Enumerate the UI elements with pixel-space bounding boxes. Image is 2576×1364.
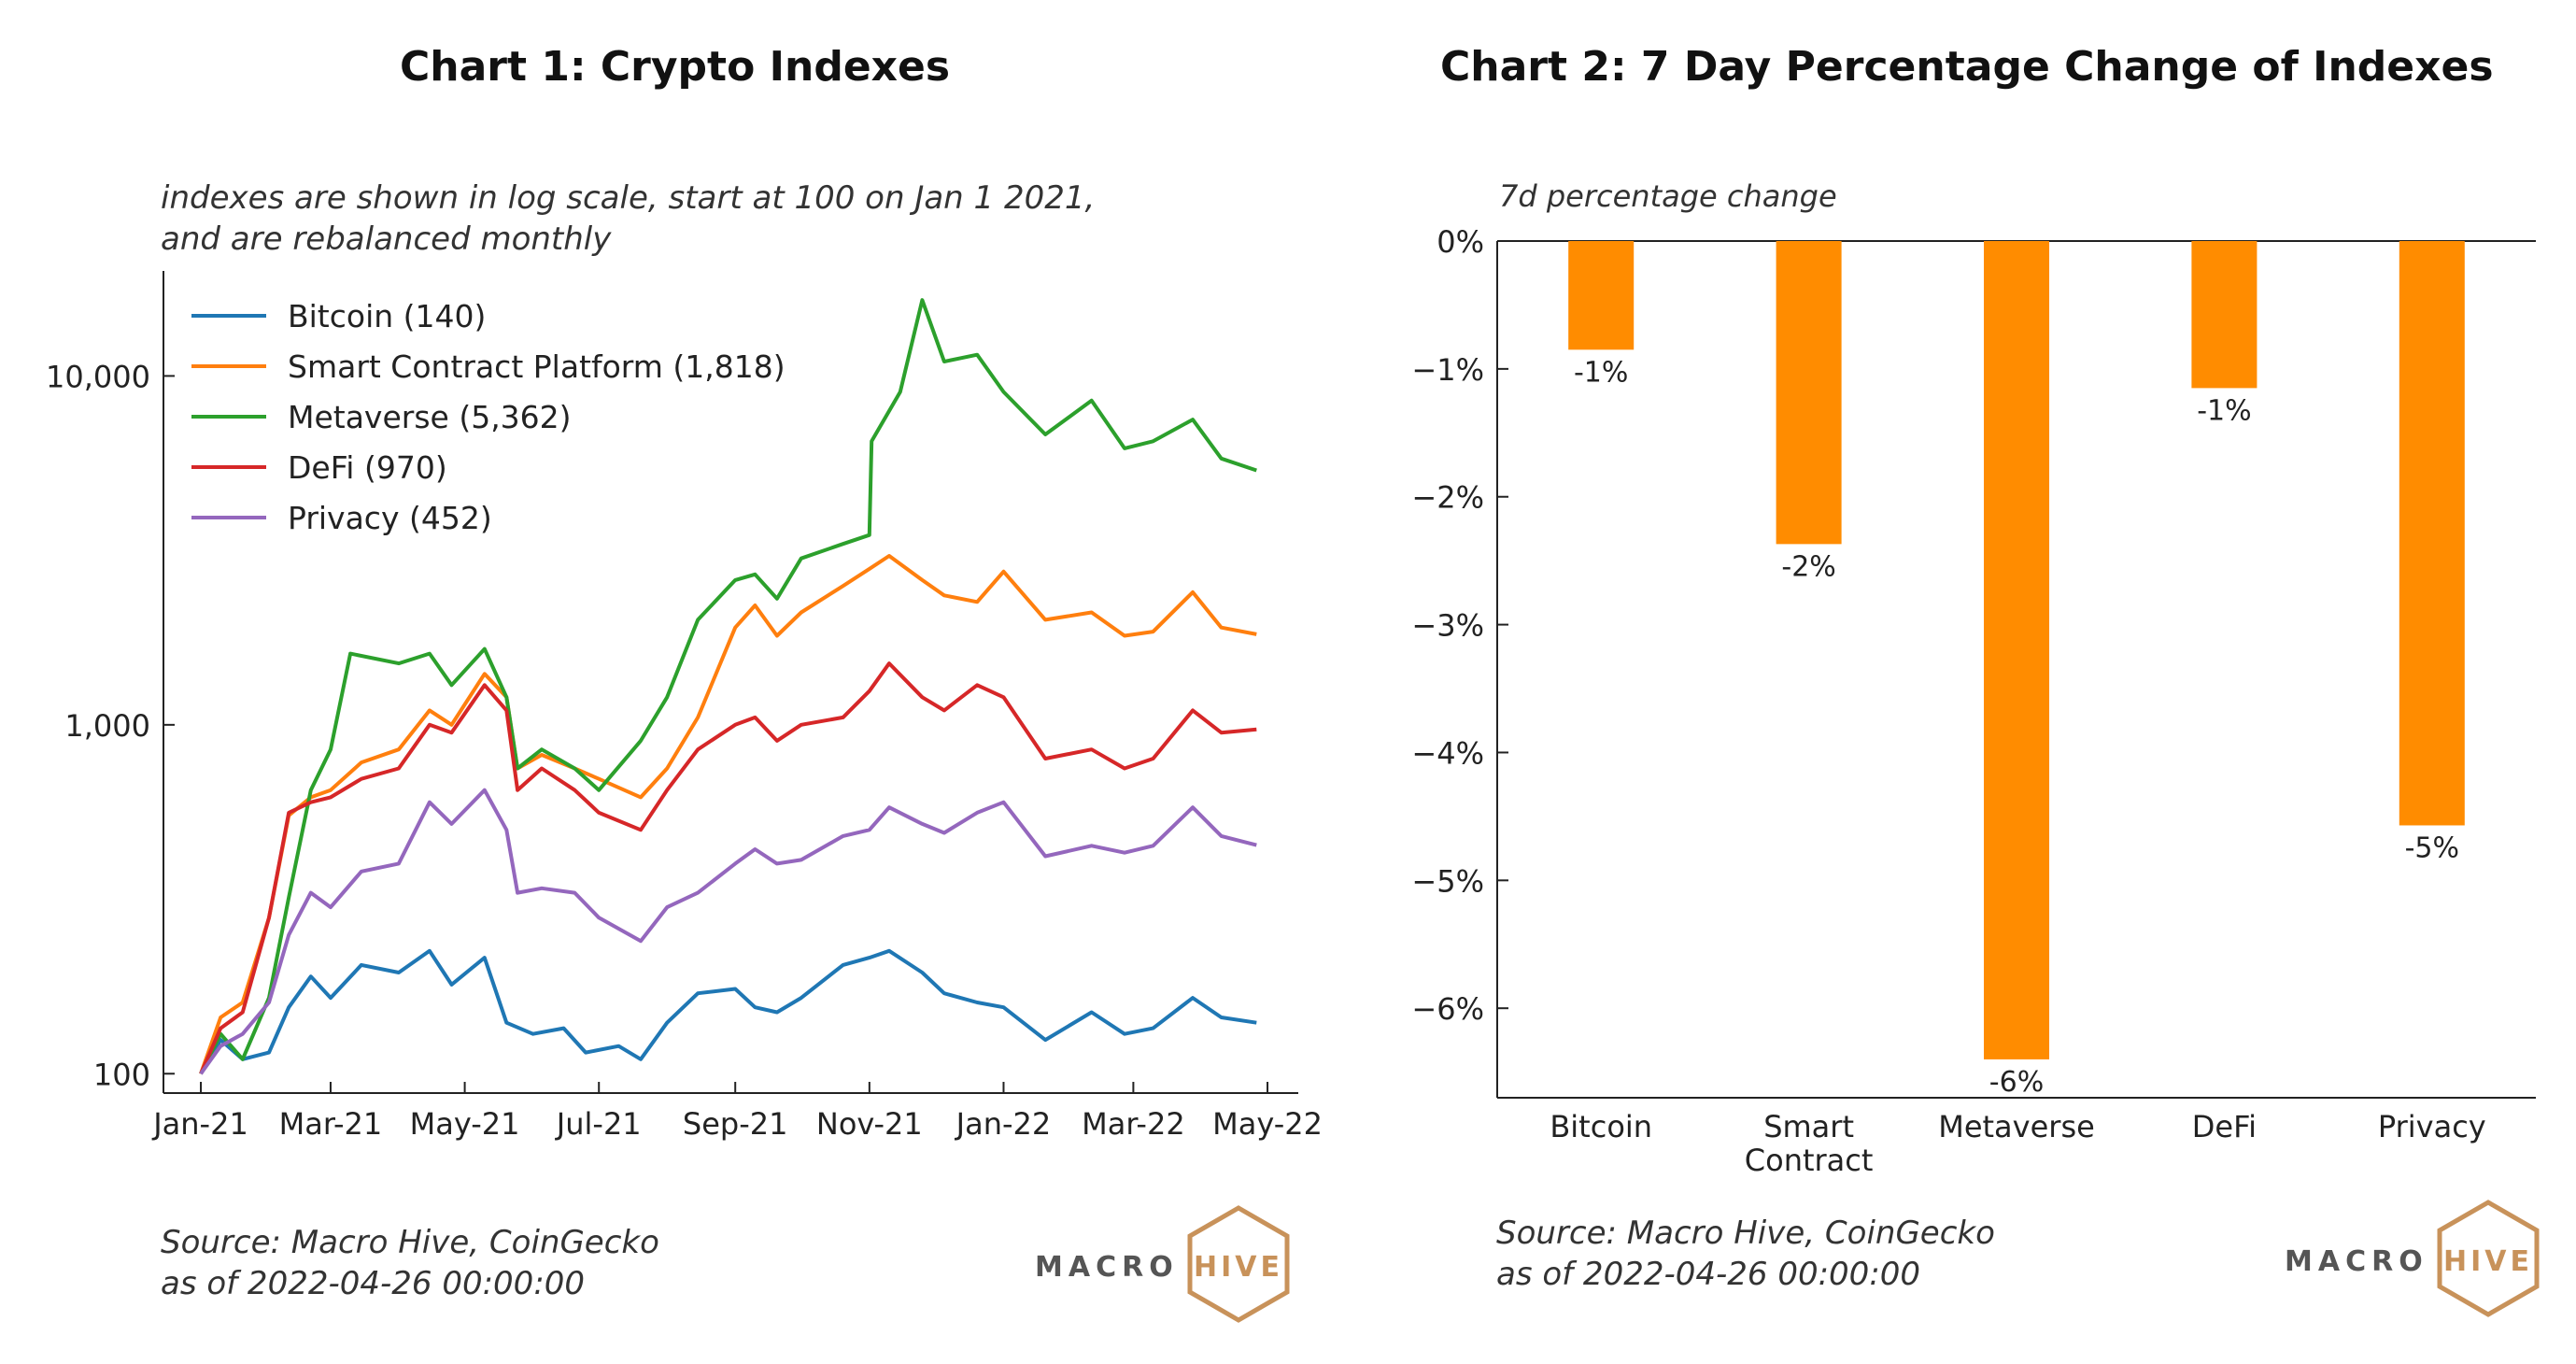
bar-0 xyxy=(1568,241,1635,350)
data-label-0: -1% xyxy=(1574,356,1628,389)
chart1-title: Chart 1: Crypto Indexes xyxy=(400,43,951,91)
y-tick-label-1: −1% xyxy=(1411,352,1484,388)
x-tick-label-1: Mar-21 xyxy=(279,1106,383,1142)
chart1-source-line-2: as of 2022-04-26 00:00:00 xyxy=(161,1265,586,1302)
legend-label-3: DeFi (970) xyxy=(288,449,447,486)
y-tick-label-0: 100 xyxy=(93,1057,150,1092)
y-tick-label-2: −2% xyxy=(1411,480,1484,516)
logo-text-macro: MACRO xyxy=(2285,1245,2428,1278)
hexagon-logo-icon: MACRO HIVE xyxy=(1035,1205,1290,1323)
x-tick-label-3: Jul-21 xyxy=(555,1106,642,1142)
bar-3 xyxy=(2191,241,2258,389)
y-tick-label-4: −4% xyxy=(1411,735,1484,771)
chart2-source: Source: Macro Hive, CoinGecko as of 2022… xyxy=(1496,1213,1995,1295)
logo-text-hive: HIVE xyxy=(1194,1251,1283,1284)
y-tick-label-5: −5% xyxy=(1411,863,1484,899)
bar-2 xyxy=(1984,241,2049,1059)
category-label-1-0: Smart xyxy=(1763,1109,1854,1144)
x-tick-label-8: May-22 xyxy=(1212,1106,1323,1142)
chart1-subtitle-line-2: and are rebalanced monthly xyxy=(161,220,612,258)
series-line-2 xyxy=(199,298,1257,1075)
y-tick-label-1: 1,000 xyxy=(64,708,150,744)
chart1-subtitle-line-1: indexes are shown in log scale, start at… xyxy=(161,179,1096,217)
macrohive-logo-1: MACRO HIVE xyxy=(1035,1205,1296,1327)
series-line-1 xyxy=(199,554,1257,1074)
x-tick-label-6: Jan-22 xyxy=(955,1106,1052,1142)
chart1-subtitle: indexes are shown in log scale, start at… xyxy=(161,178,1095,260)
logo-text-macro: MACRO xyxy=(1035,1251,1179,1284)
y-tick-label-2: 10,000 xyxy=(46,359,150,394)
category-label-3: DeFi xyxy=(2192,1109,2257,1144)
legend-label-2: Metaverse (5,362) xyxy=(288,399,572,435)
y-tick-label-0: 0% xyxy=(1437,224,1484,260)
series-line-3 xyxy=(199,661,1257,1075)
x-tick-label-2: May-21 xyxy=(410,1106,520,1142)
category-label-0: Bitcoin xyxy=(1550,1109,1652,1144)
chart2-title: Chart 2: 7 Day Percentage Change of Inde… xyxy=(1440,43,2494,91)
chart2-bar-chart: 0% −1% −2% −3% −4% −5% −6% -1% Bitcoin -2% SmartCo… xyxy=(1411,224,2536,1178)
bar-4 xyxy=(2399,241,2465,826)
legend-label-4: Privacy (452) xyxy=(288,500,492,536)
category-label-1-1: Contract xyxy=(1745,1143,1874,1178)
category-label-2: Metaverse xyxy=(1938,1109,2095,1144)
legend-label-0: Bitcoin (140) xyxy=(288,298,486,334)
macrohive-logo-2: MACRO HIVE xyxy=(2285,1200,2555,1321)
data-label-3: -1% xyxy=(2197,394,2251,427)
chart1-source: Source: Macro Hive, CoinGecko as of 2022… xyxy=(161,1222,659,1304)
logo-text-hive: HIVE xyxy=(2443,1245,2533,1278)
x-tick-label-0: Jan-21 xyxy=(151,1106,248,1142)
hexagon-logo-icon: MACRO HIVE xyxy=(2285,1200,2540,1317)
chart2-ylabel: 7d percentage change xyxy=(1499,178,1837,214)
x-tick-label-7: Mar-22 xyxy=(1082,1106,1185,1142)
bar-1 xyxy=(1776,241,1842,545)
data-label-1: -2% xyxy=(1781,550,1835,583)
x-tick-label-5: Nov-21 xyxy=(816,1106,923,1142)
y-tick-label-6: −6% xyxy=(1411,991,1484,1027)
chart2-source-line-1: Source: Macro Hive, CoinGecko xyxy=(1496,1215,1995,1252)
series-line-4 xyxy=(199,788,1257,1075)
chart2-source-line-2: as of 2022-04-26 00:00:00 xyxy=(1496,1256,1921,1293)
y-tick-label-3: −3% xyxy=(1411,608,1484,644)
chart1-source-line-1: Source: Macro Hive, CoinGecko xyxy=(161,1224,659,1261)
x-tick-label-4: Sep-21 xyxy=(683,1106,788,1142)
data-label-4: -5% xyxy=(2405,831,2459,864)
category-label-4: Privacy xyxy=(2378,1109,2486,1144)
series-line-0 xyxy=(199,948,1257,1075)
legend-label-1: Smart Contract Platform (1,818) xyxy=(288,348,786,385)
chart1-line-chart: 100 1,000 10,000 Jan-21 Mar-21 May-21 Jul-21 Se… xyxy=(46,271,1323,1142)
data-label-2: -6% xyxy=(1989,1066,2044,1099)
